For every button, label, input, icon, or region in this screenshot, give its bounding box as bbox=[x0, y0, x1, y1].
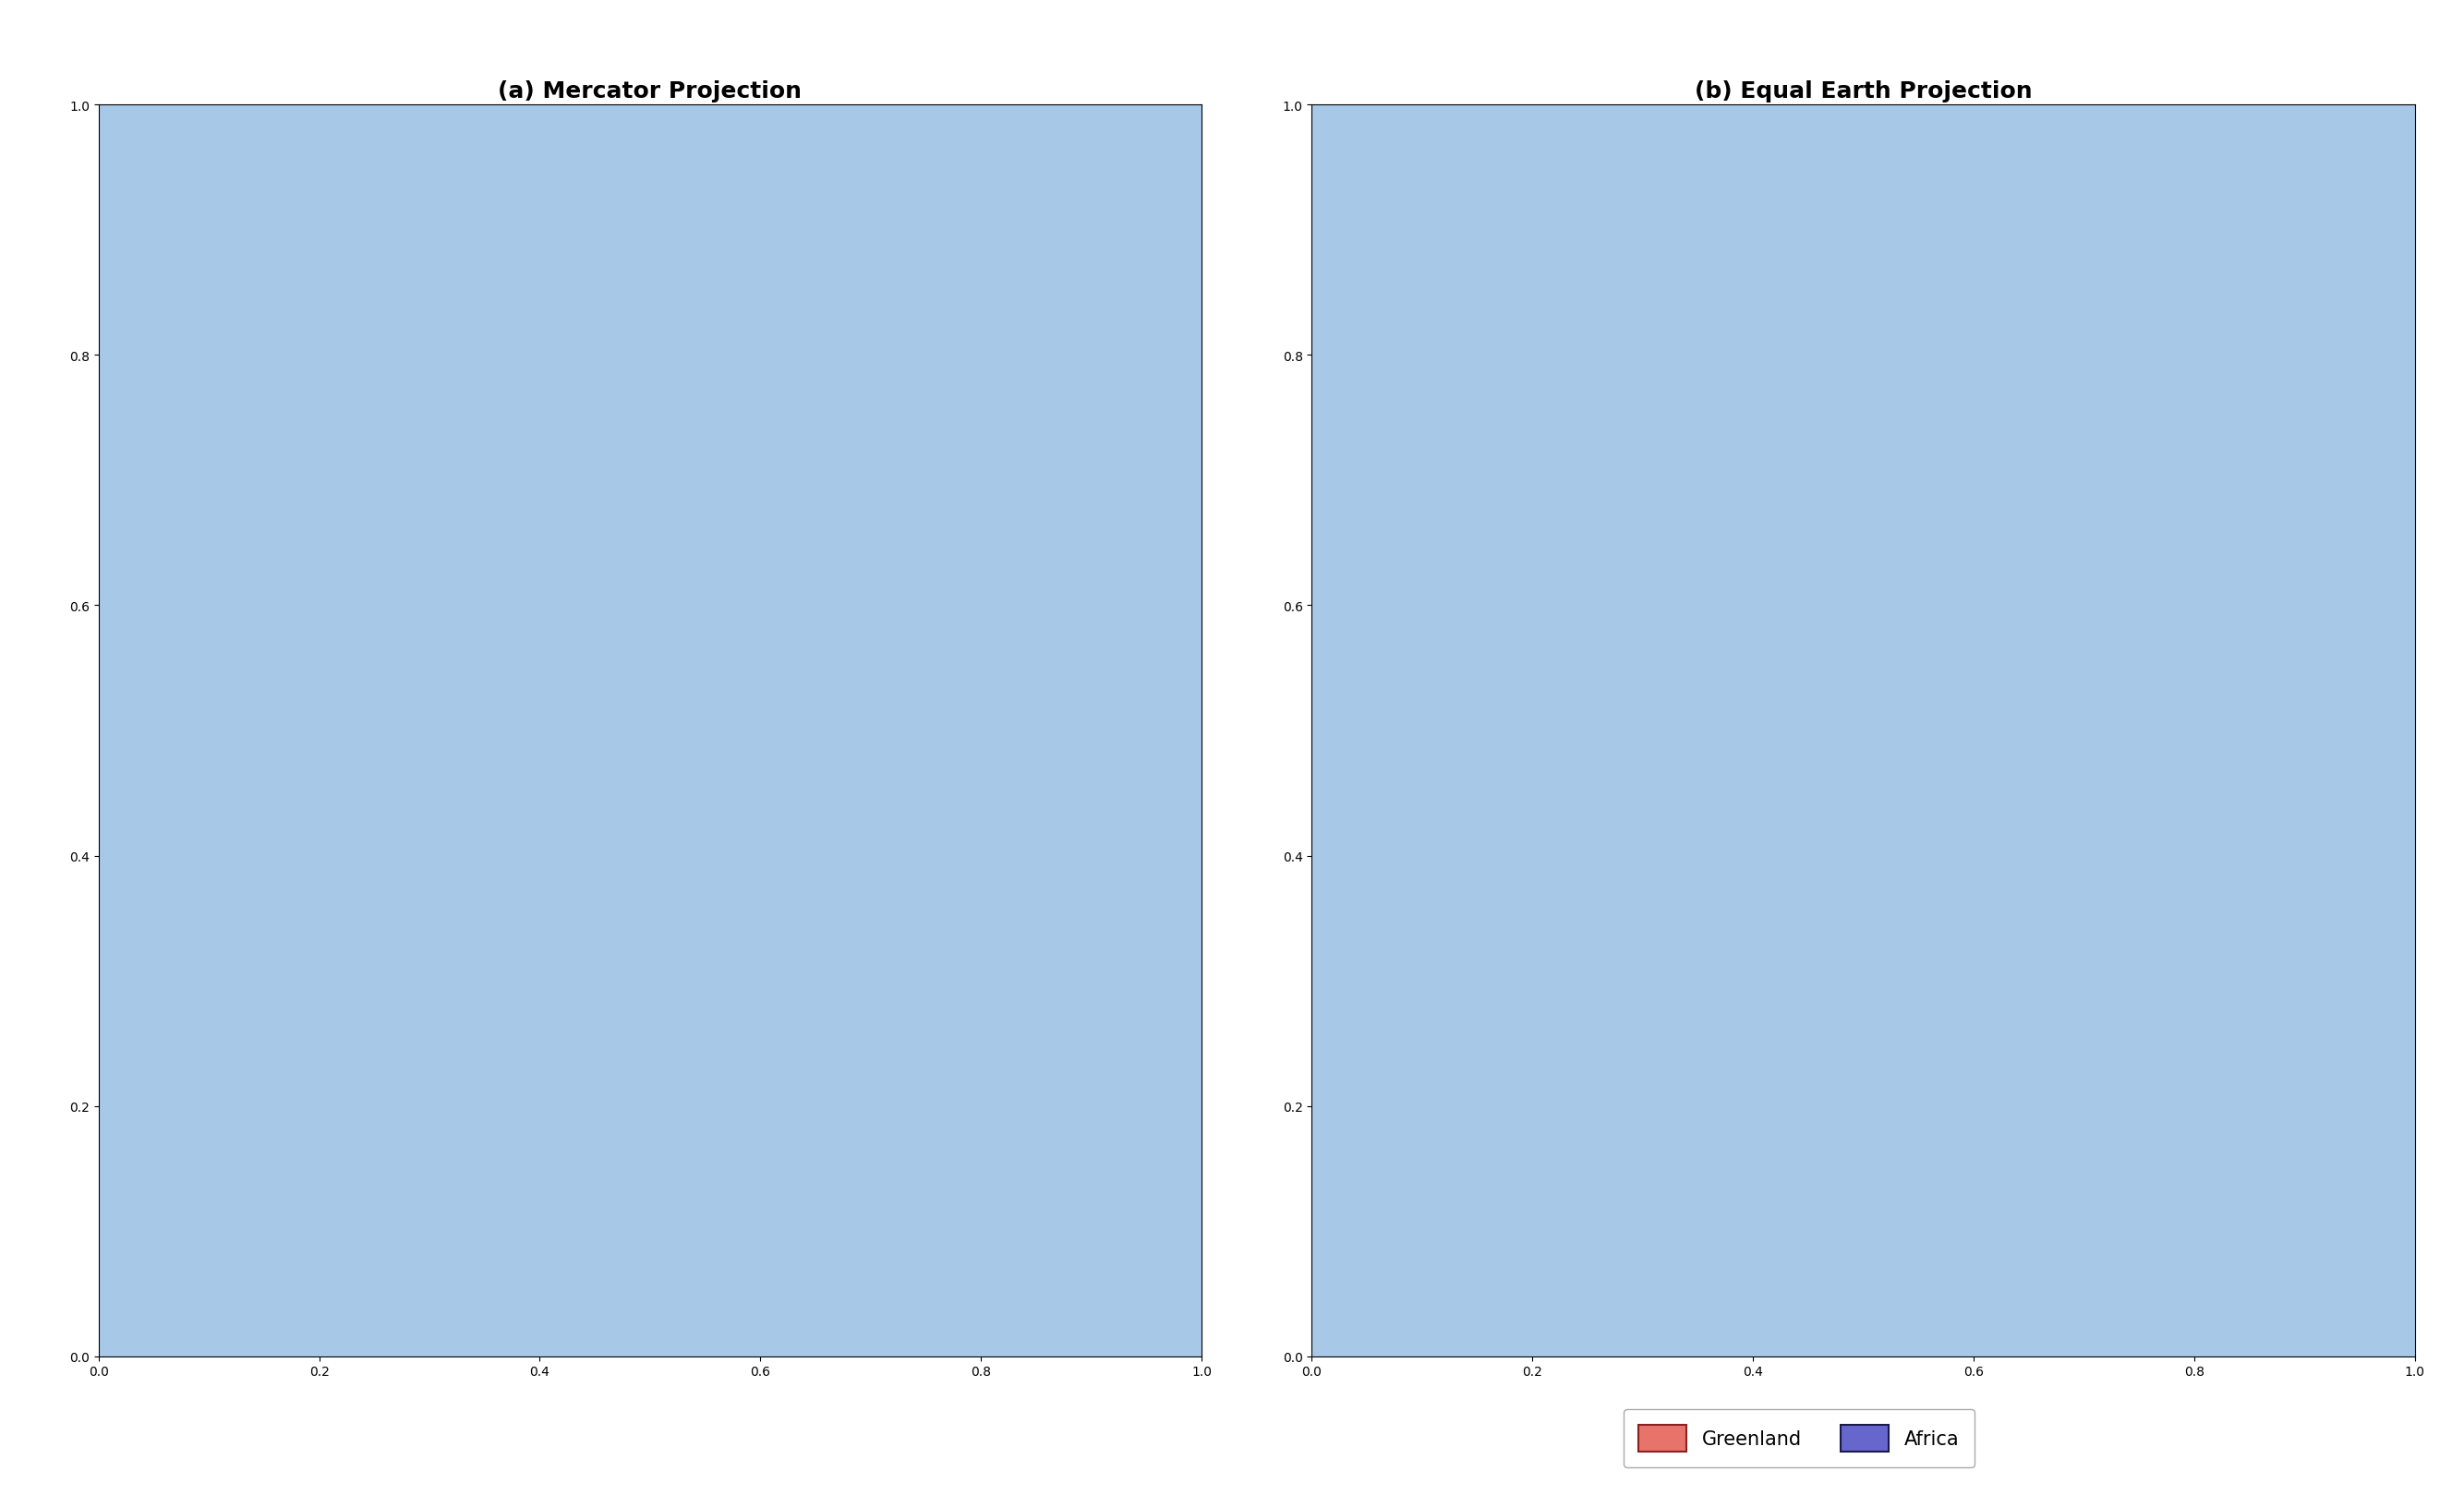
Title: (a) Mercator Projection: (a) Mercator Projection bbox=[498, 80, 801, 102]
Legend: Greenland, Africa: Greenland, Africa bbox=[1624, 1409, 1974, 1468]
Title: (b) Equal Earth Projection: (b) Equal Earth Projection bbox=[1695, 80, 2033, 102]
